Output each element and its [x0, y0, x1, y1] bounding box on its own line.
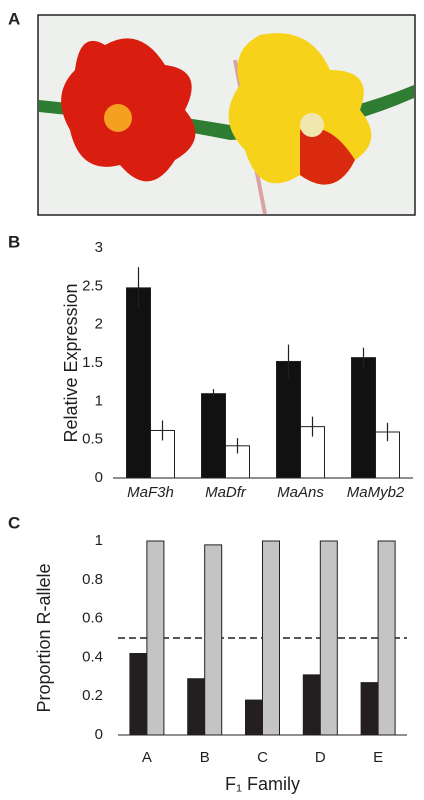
y-tick-label: 0.8	[82, 571, 103, 588]
bar	[126, 287, 151, 479]
y-tick-label: 1	[95, 532, 103, 549]
y-tick-label: 2.5	[82, 277, 103, 294]
y-tick-label: 0.5	[82, 431, 103, 448]
y-axis-title: Relative Expression	[61, 283, 81, 442]
panel-label: B	[8, 232, 20, 251]
x-tick-label: E	[373, 749, 383, 766]
x-tick-label: D	[315, 749, 326, 766]
y-tick-label: 0.6	[82, 610, 103, 627]
panel-label: C	[8, 513, 20, 532]
x-tick-label: MaMyb2	[347, 484, 405, 501]
x-tick-label: MaF3h	[127, 484, 174, 501]
y-tick-label: 1.5	[82, 354, 103, 371]
x-tick-label: C	[257, 749, 268, 766]
y-axis-title: Proportion R-allele	[34, 563, 54, 712]
bar	[262, 540, 280, 736]
x-tick-label: MaDfr	[205, 484, 247, 501]
y-tick-label: 3	[95, 239, 103, 256]
y-tick-label: 0	[95, 469, 103, 486]
photo	[37, 14, 416, 216]
x-axis-title: F₁ Family	[225, 774, 300, 794]
panel-label: A	[8, 9, 20, 28]
bar	[319, 540, 338, 736]
bar	[187, 678, 206, 736]
y-tick-label: 0.4	[82, 648, 103, 665]
x-tick-label: A	[142, 749, 152, 766]
x-tick-label: MaAns	[277, 484, 324, 501]
bar	[204, 544, 223, 736]
y-tick-label: 1	[95, 392, 103, 409]
bar	[276, 360, 301, 479]
bar	[302, 674, 321, 736]
bar	[245, 699, 263, 736]
x-tick-label: B	[200, 749, 210, 766]
y-tick-label: 0	[95, 726, 103, 743]
bar	[360, 682, 379, 736]
y-tick-label: 2	[95, 316, 103, 333]
y-tick-label: 0.2	[82, 687, 103, 704]
bar	[377, 540, 396, 736]
bar	[146, 540, 165, 736]
bar	[201, 393, 226, 479]
bar	[129, 653, 148, 736]
bar	[351, 357, 376, 479]
